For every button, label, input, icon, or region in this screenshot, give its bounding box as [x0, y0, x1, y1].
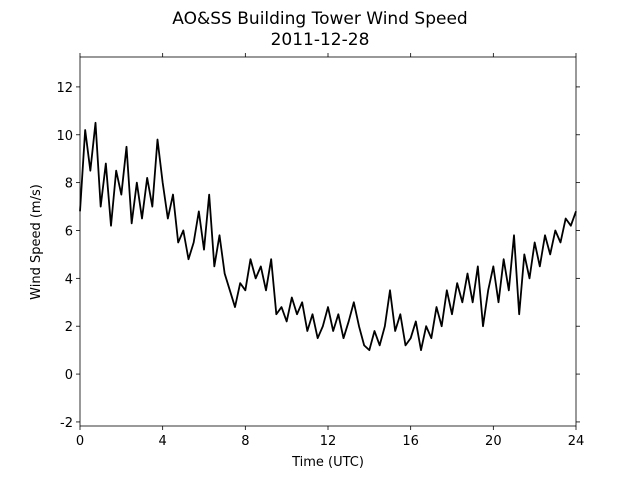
y-tick-label: 4	[65, 272, 73, 287]
chart-subtitle: 2011-12-28	[271, 30, 370, 50]
x-tick-label: 0	[76, 434, 84, 449]
y-axis-label: Wind Speed (m/s)	[29, 184, 44, 300]
y-tick-label: 8	[65, 177, 73, 192]
x-tick-label: 24	[568, 434, 585, 449]
x-axis-label: Time (UTC)	[291, 455, 364, 470]
x-tick-label: 8	[241, 434, 249, 449]
x-tick-label: 16	[402, 434, 419, 449]
chart-title: AO&SS Building Tower Wind Speed	[172, 9, 467, 29]
x-tick-label: 20	[485, 434, 502, 449]
data-line	[79, 121, 577, 352]
x-tick-label: 4	[159, 434, 167, 449]
y-tick-label: 10	[56, 129, 73, 144]
y-tick-label: 12	[56, 81, 73, 96]
plot-frame	[79, 56, 577, 427]
y-tick-label: 2	[65, 320, 73, 335]
x-tick-label: 12	[320, 434, 337, 449]
y-tick-label: 6	[65, 224, 73, 239]
y-tick-label: -2	[60, 416, 73, 431]
y-tick-label: 0	[65, 368, 73, 383]
